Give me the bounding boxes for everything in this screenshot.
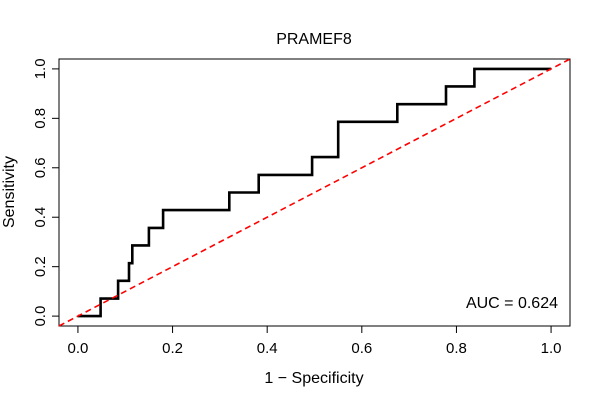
x-axis: 0.0 0.2 0.4 0.6 0.8 1.0 — [67, 325, 562, 357]
y-axis-label: Sensitivity — [1, 156, 18, 228]
y-tick-label: 0.8 — [32, 108, 49, 129]
y-tick-label: 0.2 — [32, 256, 49, 277]
roc-curve-line — [77, 67, 552, 318]
x-tick-label: 0.6 — [351, 340, 372, 357]
x-tick-label: 0.8 — [446, 340, 467, 357]
chart-title: PRAMEF8 — [276, 31, 352, 48]
y-tick-label: 0.0 — [32, 306, 49, 327]
x-tick-label: 0.0 — [67, 340, 88, 357]
chance-diagonal-line — [58, 58, 571, 327]
y-tick-label: 0.4 — [32, 207, 49, 228]
series-layer — [58, 58, 571, 327]
x-tick-label: 0.2 — [162, 340, 183, 357]
y-axis: 0.0 0.2 0.4 0.6 0.8 1.0 — [32, 58, 60, 327]
auc-annotation: AUC = 0.624 — [466, 295, 558, 312]
x-axis-label: 1 − Specificity — [264, 370, 363, 387]
x-tick-label: 0.4 — [257, 340, 278, 357]
x-tick-label: 1.0 — [541, 340, 562, 357]
y-tick-label: 0.6 — [32, 157, 49, 178]
y-tick-label: 1.0 — [32, 58, 49, 79]
